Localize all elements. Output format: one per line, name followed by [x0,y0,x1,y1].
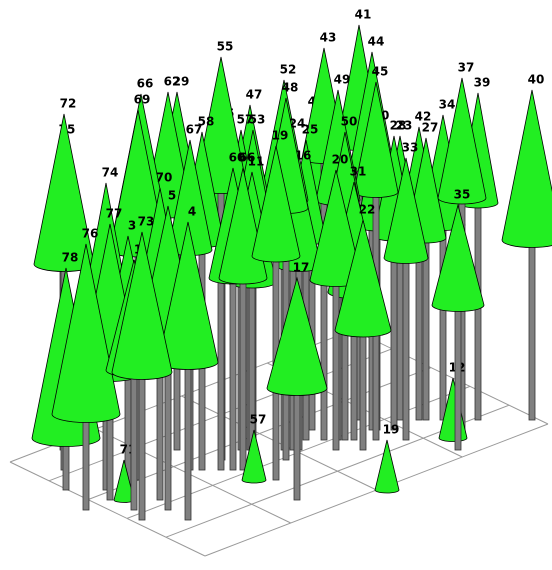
tree-label: 77 [106,207,123,221]
trunk [454,300,462,451]
tree: 4 [157,205,219,521]
tree: 37 [437,61,487,431]
tree-label: 24 [289,117,306,131]
tree-label: 16 [295,149,312,163]
tree-label: 60 [229,151,246,165]
tree-label: 47 [246,88,263,102]
cone [241,429,267,484]
tree-label: 73 [138,215,155,229]
tree-label: 57 [250,413,267,427]
tree-label: 28 [390,119,407,133]
tree-label: 50 [341,115,358,129]
trunk [422,233,430,421]
tree-label: 66 [137,77,154,91]
trunk [332,275,340,451]
tree-label: 44 [368,35,385,49]
trunk [293,383,301,501]
tree-label: 35 [454,188,471,202]
trunk [402,253,410,441]
tree: 35 [431,188,485,451]
tree-label: 4 [188,205,196,219]
tree-label: 66 [239,151,256,165]
trees: 4140392342342744374630281243454925503331… [31,8,552,521]
grid-line [352,329,549,425]
tree: 20 [309,153,363,451]
cone [111,231,173,380]
tree: 22 [334,203,392,451]
cone [251,145,301,263]
tree-label: 34 [439,98,456,112]
tree: 17 [266,261,328,501]
tree-label: 76 [82,227,99,241]
tree-label: 42 [415,110,432,124]
tree: 19 [374,423,400,494]
tree-label: 31 [350,165,367,179]
cone [437,77,487,205]
tree-label: 29 [173,75,190,89]
tree-label: 19 [383,423,400,437]
trunk [138,367,146,521]
tree-label: 58 [198,115,215,129]
tree-label: 3 [128,219,136,233]
tree-label: 27 [422,121,439,135]
tree-label: 53 [249,113,266,127]
tree: 73 [111,215,173,521]
cone [501,89,552,248]
tree-label: 70 [156,171,173,185]
trunk [82,409,90,511]
tree: 76 [51,227,121,511]
cone [334,219,392,338]
tree-label: 11 [248,155,265,169]
tree-label: 22 [359,203,376,217]
tree-label: 25 [302,123,319,137]
tree-label: 19 [272,129,289,143]
tree-label: 5 [168,189,176,203]
tree: 33 [383,141,429,441]
trunk [229,273,237,471]
tree-label: 20 [332,153,349,167]
tree-label: 55 [217,40,234,54]
cone [51,243,121,423]
trunk [528,235,536,421]
tree-label: 49 [334,73,351,87]
tree-label: 37 [458,61,475,75]
tree: 55 [194,40,248,471]
tree-label: 74 [102,166,119,180]
tree-label: 78 [62,251,79,265]
tree: 40 [501,73,552,421]
trunk [359,325,367,451]
tree: 57 [241,413,267,484]
trunk [239,273,247,471]
tree-label: 45 [372,65,389,79]
trunk [184,357,192,521]
tree-label: 33 [402,141,419,155]
tree-label: 40 [528,73,545,87]
tree-label: 23 [396,119,413,133]
tree-label: 67 [186,123,203,137]
tree-label: 39 [474,76,491,90]
tree-label: 57 [237,113,254,127]
tree-label: 43 [320,31,337,45]
cone [374,439,400,494]
trunk [439,220,447,421]
tree-label: 62 [164,75,181,89]
tree-label: 69 [134,93,151,107]
trunk [130,365,138,511]
tree-label: 72 [60,97,77,111]
tree-label: 41 [355,8,372,22]
grid-line [9,461,206,557]
cone [383,157,429,264]
cone [266,276,328,396]
tree-label: 48 [282,81,299,95]
tree-label: 52 [280,63,297,77]
cone [431,203,485,312]
tree-label: 17 [293,261,310,275]
